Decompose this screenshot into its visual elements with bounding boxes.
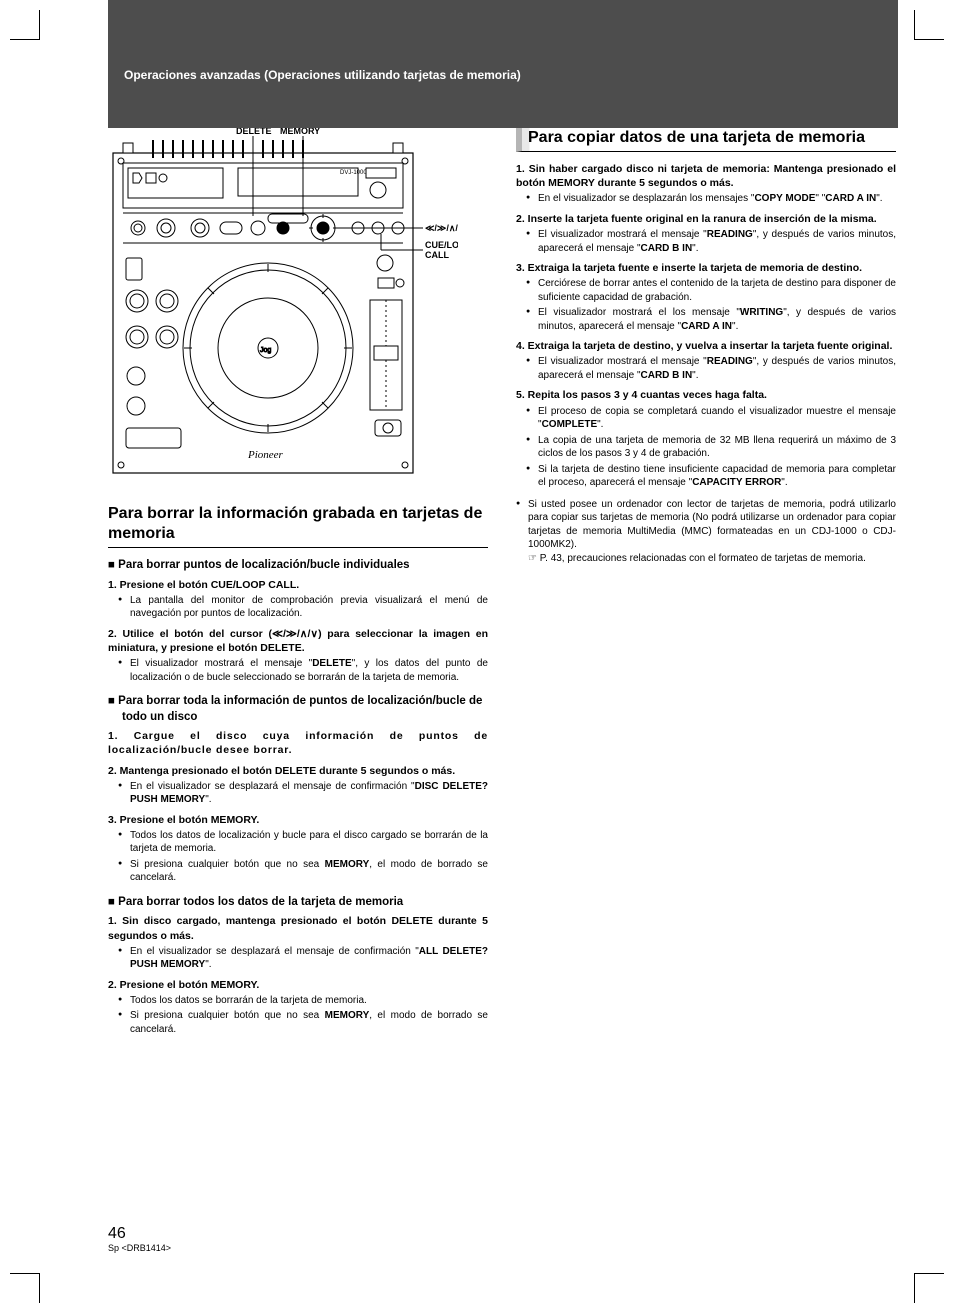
bullet: Si usted posee un ordenador con lector d… bbox=[528, 498, 896, 566]
bullet: Si la tarjeta de destino tiene insuficie… bbox=[538, 463, 896, 490]
bullet: Si presiona cualquier botón que no sea M… bbox=[130, 858, 488, 885]
step-head: 3. Extraiga la tarjeta fuente e inserte … bbox=[516, 261, 896, 275]
svg-text:CUE/LOOP: CUE/LOOP bbox=[425, 240, 458, 250]
step-head: 1. Sin disco cargado, mantenga presionad… bbox=[108, 914, 488, 942]
step-head: 2. Inserte la tarjeta fuente original en… bbox=[516, 212, 896, 226]
bullet: En el visualizador se desplazará el mens… bbox=[130, 945, 488, 972]
bullet: El visualizador mostrará el mensaje "REA… bbox=[538, 228, 896, 255]
left-sub1-title: Para borrar puntos de localización/bucle… bbox=[108, 558, 488, 574]
step-head: 1. Cargue el disco cuya información de p… bbox=[108, 729, 488, 757]
diagram-label-arrows: ≪/≫/∧/∨ bbox=[425, 223, 458, 233]
svg-text:CALL: CALL bbox=[425, 250, 449, 260]
diagram-label-memory: MEMORY bbox=[280, 128, 320, 136]
diagram-model: DVJ-1000 bbox=[340, 170, 367, 176]
crop-mark-tl bbox=[10, 10, 40, 40]
step-head: 1. Presione el botón CUE/LOOP CALL. bbox=[108, 578, 488, 592]
left-sub1-steps: 1. Presione el botón CUE/LOOP CALL. La p… bbox=[108, 578, 488, 685]
step-head: 2. Presione el botón MEMORY. bbox=[108, 978, 488, 992]
step-head: 2. Mantenga presionado el botón DELETE d… bbox=[108, 764, 488, 778]
right-column: Para copiar datos de una tarjeta de memo… bbox=[516, 128, 896, 1042]
bullet: El visualizador mostrará el mensaje "DEL… bbox=[130, 657, 488, 684]
bullet: Todos los datos se borrarán de la tarjet… bbox=[130, 994, 488, 1008]
content-area: DVJ-1000 bbox=[108, 128, 898, 1042]
left-sub3-steps: 1. Sin disco cargado, mantenga presionad… bbox=[108, 914, 488, 1036]
diagram-label-delete: DELETE bbox=[236, 128, 272, 136]
bullet: La copia de una tarjeta de memoria de 32… bbox=[538, 434, 896, 461]
page-footer: 46 Sp <DRB1414> bbox=[108, 1225, 171, 1253]
right-section-title: Para copiar datos de una tarjeta de memo… bbox=[516, 128, 896, 152]
left-column: DVJ-1000 bbox=[108, 128, 488, 1042]
step-head: 1. Sin haber cargado disco ni tarjeta de… bbox=[516, 162, 896, 190]
crop-mark-bl bbox=[10, 1273, 40, 1303]
bullet: El visualizador mostrará el mensaje "REA… bbox=[538, 355, 896, 382]
bullet: Cerciórese de borrar antes el contenido … bbox=[538, 277, 896, 304]
doc-code: Sp <DRB1414> bbox=[108, 1243, 171, 1253]
header-band: Operaciones avanzadas (Operaciones utili… bbox=[108, 60, 898, 90]
bullet: Todos los datos de localización y bucle … bbox=[130, 829, 488, 856]
step-head: 4. Extraiga la tarjeta de destino, y vue… bbox=[516, 339, 896, 353]
page-number: 46 bbox=[108, 1225, 171, 1243]
step-head: 3. Presione el botón MEMORY. bbox=[108, 813, 488, 827]
bullet: En el visualizador se desplazarán los me… bbox=[538, 192, 896, 206]
step-head: 5. Repita los pasos 3 y 4 cuantas veces … bbox=[516, 388, 896, 402]
bullet: La pantalla del monitor de comprobación … bbox=[130, 594, 488, 621]
left-section-title: Para borrar la información grabada en ta… bbox=[108, 504, 488, 548]
right-notes: Si usted posee un ordenador con lector d… bbox=[516, 498, 896, 566]
left-sub3-title: Para borrar todos los datos de la tarjet… bbox=[108, 895, 488, 911]
crop-mark-br bbox=[914, 1273, 944, 1303]
left-sub2-steps: 1. Cargue el disco cuya información de p… bbox=[108, 729, 488, 885]
bullet: El proceso de copia se completará cuando… bbox=[538, 405, 896, 432]
bullet: En el visualizador se desplazará el mens… bbox=[130, 780, 488, 807]
step-head: 2. Utilice el botón del cursor (≪/≫/∧/∨)… bbox=[108, 627, 488, 655]
device-diagram: DVJ-1000 bbox=[108, 128, 458, 478]
right-steps: 1. Sin haber cargado disco ni tarjeta de… bbox=[516, 162, 896, 490]
diagram-container: DVJ-1000 bbox=[108, 128, 488, 482]
header-text: Operaciones avanzadas (Operaciones utili… bbox=[124, 68, 521, 82]
bullet: Si presiona cualquier botón que no sea M… bbox=[130, 1009, 488, 1036]
page-ref: P. 43, precauciones relacionadas con el … bbox=[528, 553, 866, 564]
svg-text:Jog: Jog bbox=[260, 347, 271, 354]
crop-mark-tr bbox=[914, 10, 944, 40]
left-sub2-title: Para borrar toda la información de punto… bbox=[108, 694, 488, 725]
bullet: El visualizador mostrará el los mensaje … bbox=[538, 306, 896, 333]
diagram-brand: Pioneer bbox=[247, 449, 284, 461]
